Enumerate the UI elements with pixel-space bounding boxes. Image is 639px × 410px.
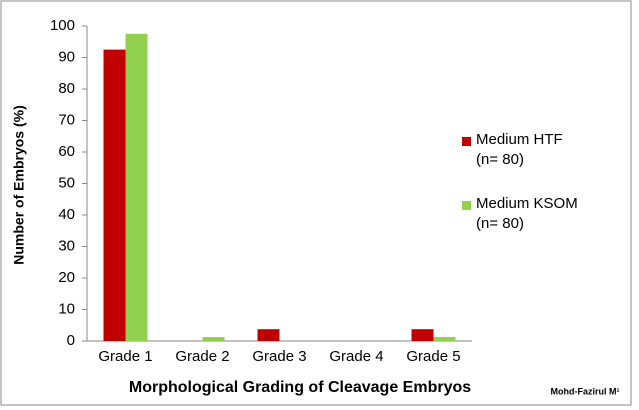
y-tick-label: 80 [58,80,75,97]
legend-swatch [462,137,471,146]
x-tick-label: Grade 3 [252,348,306,365]
x-tick-label: Grade 1 [98,348,152,365]
y-tick-label: 0 [67,332,75,349]
bar [103,49,126,341]
y-tick-label: 20 [58,269,75,286]
bar [125,33,148,341]
x-tick-label: Grade 2 [175,348,229,365]
legend-label: Medium KSOM (n= 80) [476,195,578,232]
y-tick-label: 100 [50,17,75,34]
y-tick-label: 90 [58,48,75,65]
y-tick-label: 40 [58,206,75,223]
bar [433,337,456,341]
x-axis-title: Morphological Grading of Cleavage Embryo… [129,379,471,396]
legend-label: Medium HTF (n= 80) [476,131,563,168]
x-tick-label: Grade 5 [406,348,460,365]
y-tick-label: 50 [58,174,75,191]
y-tick-label: 70 [58,111,75,128]
bar [202,337,225,341]
y-tick-label: 10 [58,300,75,317]
bar [257,329,280,341]
bar [411,329,434,341]
y-tick-label: 30 [58,237,75,254]
y-tick-label: 60 [58,143,75,160]
x-tick-label: Grade 4 [329,348,383,365]
annotation: Mohd-Fazirul M¹ [551,386,620,396]
legend-swatch [462,201,471,210]
y-axis-title: Number of Embryos (%) [11,105,27,264]
